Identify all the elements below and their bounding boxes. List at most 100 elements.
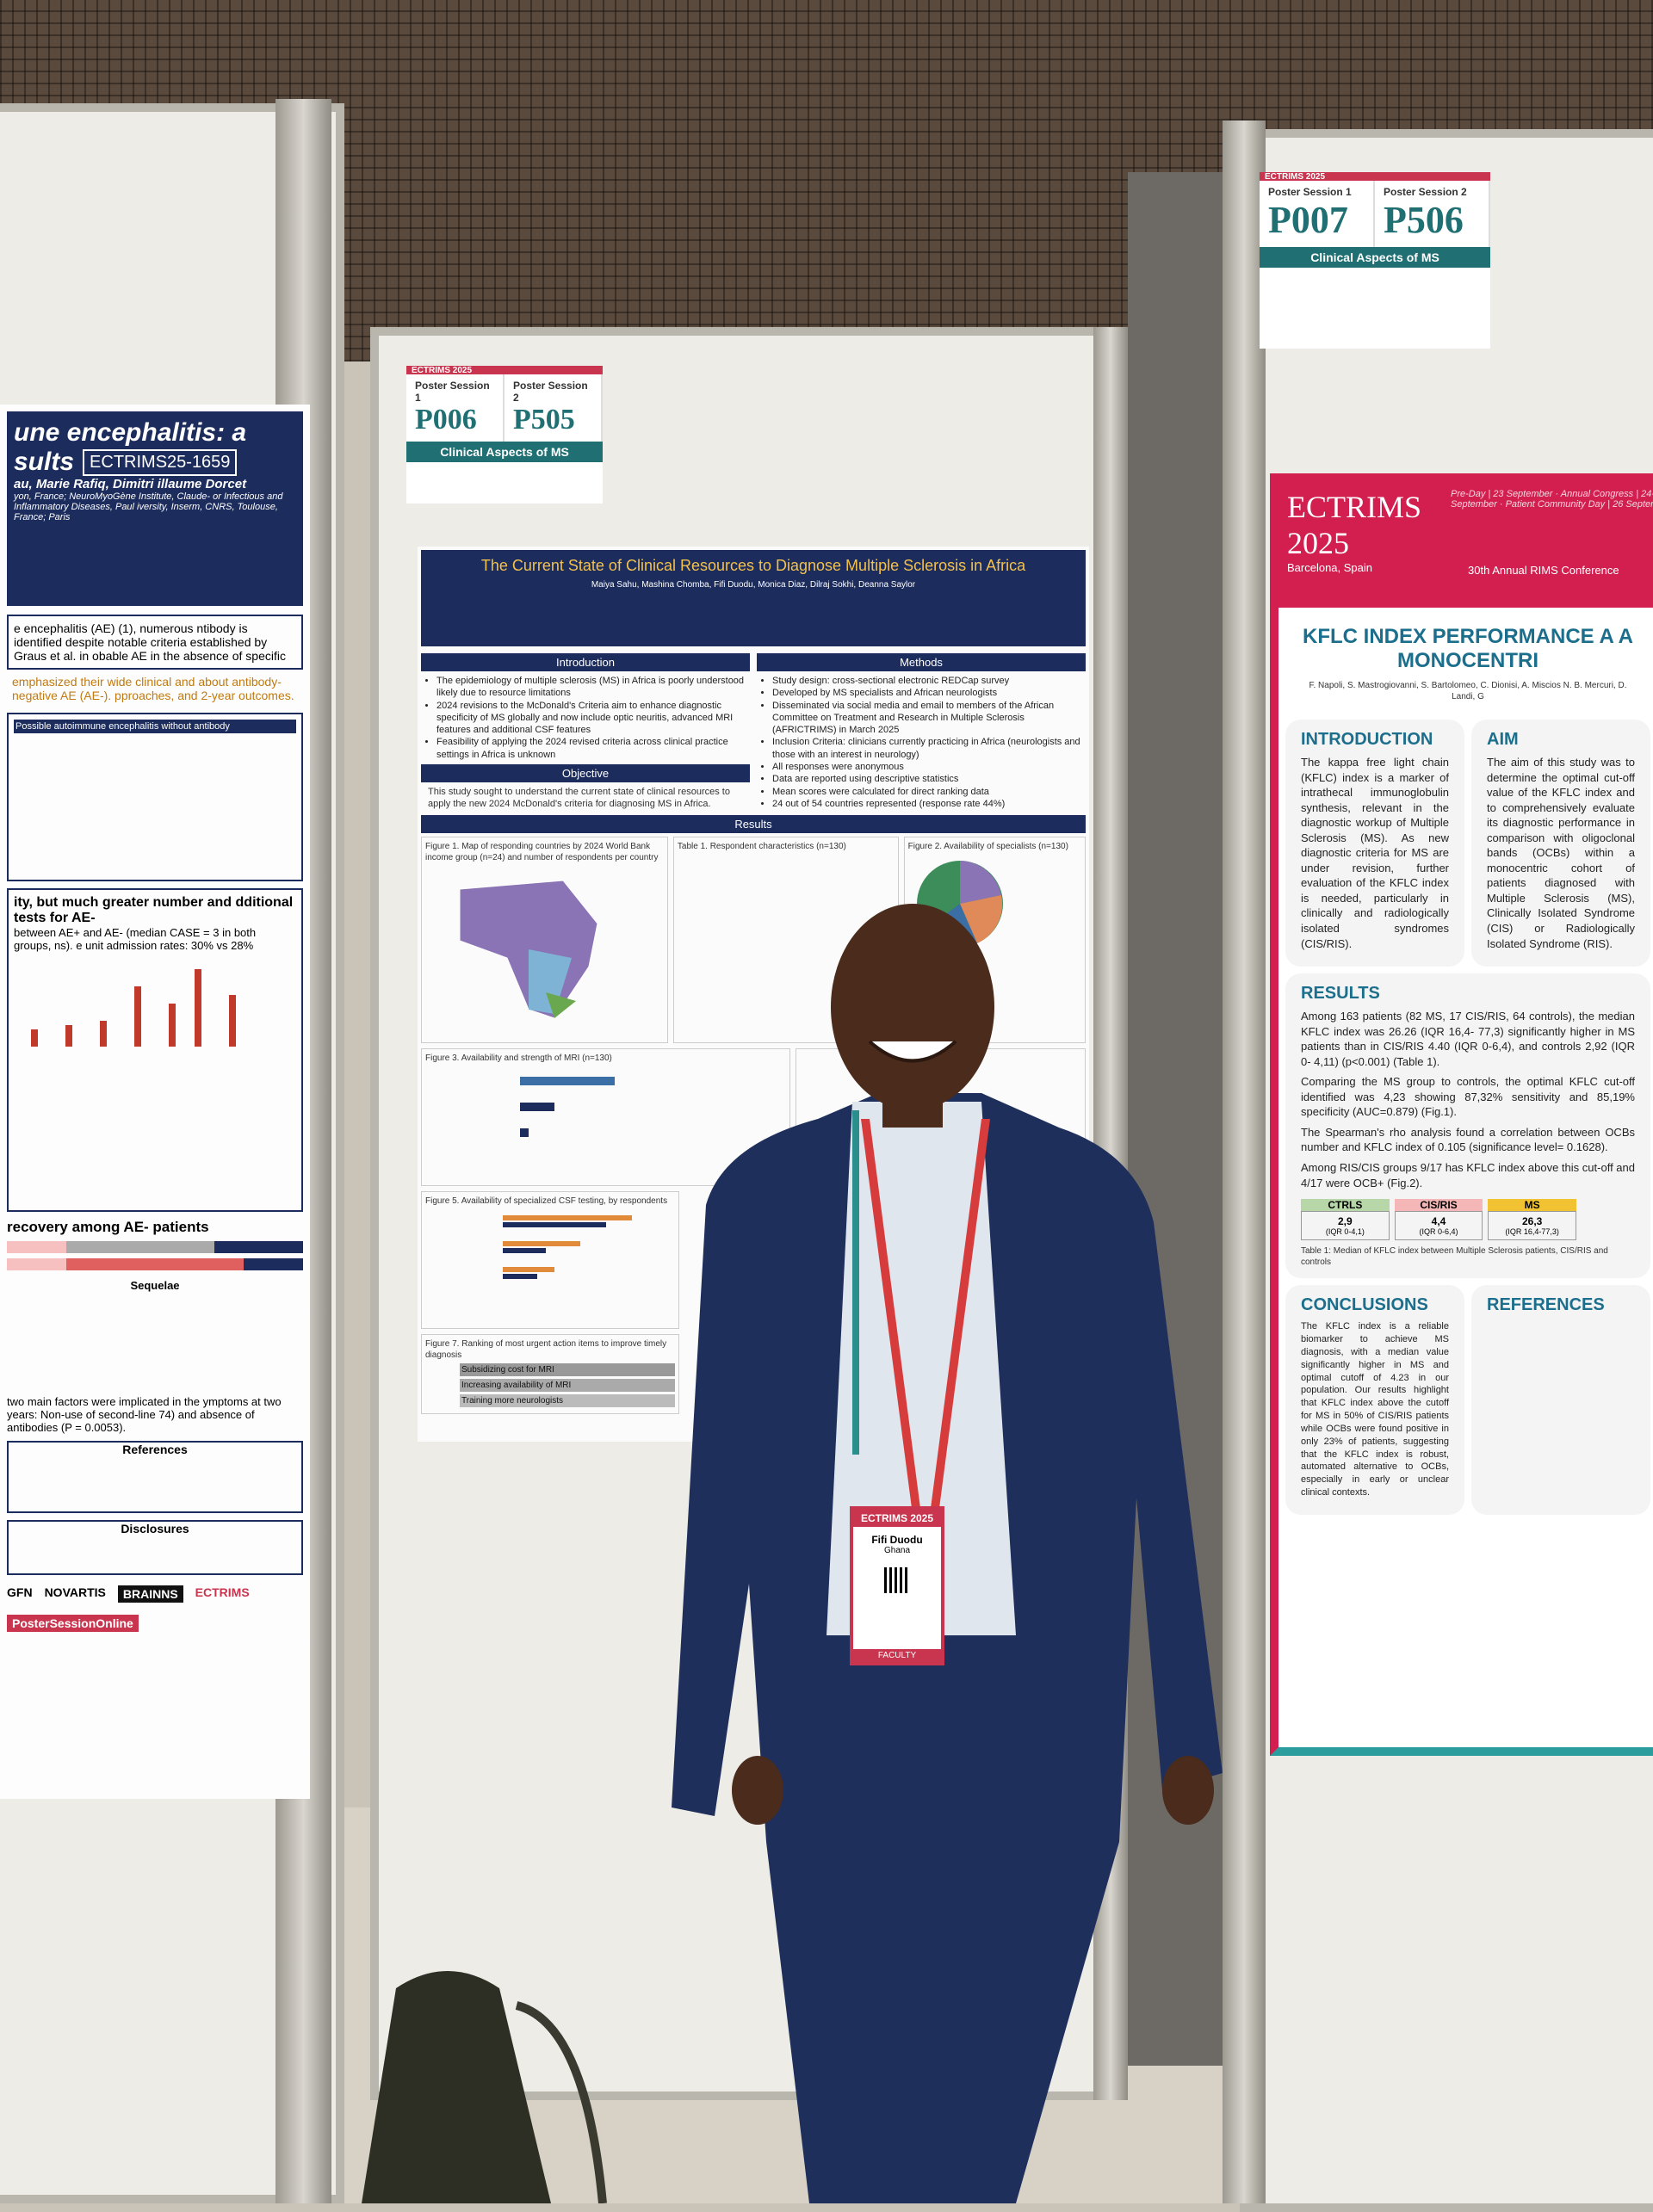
section-heading: REFERENCES <box>1487 1295 1605 1315</box>
bullet: The epidemiology of multiple sclerosis (… <box>436 675 750 700</box>
section-heading: Objective <box>421 764 750 783</box>
right-signage: ECTRIMS 2025 Poster Session 1 P007 Poster… <box>1260 172 1490 349</box>
section-heading: Introduction <box>421 653 750 671</box>
box-heading: Possible autoimmune encephalitis without… <box>14 720 296 733</box>
bar-graphic <box>31 969 236 1047</box>
bullet: Feasibility of applying the 2024 revised… <box>436 736 750 761</box>
table-cell: 4,4 <box>1431 1215 1446 1228</box>
section-text: The KFLC index is a reliable biomarker t… <box>1301 1321 1449 1498</box>
sponsor: ECTRIMS <box>195 1585 250 1599</box>
poster-title: une encephalitis: a <box>14 418 247 447</box>
table-cell: 26,3 <box>1522 1215 1543 1228</box>
badge-country: Ghana <box>883 1546 911 1555</box>
result-text: between AE+ and AE- (median CASE = 3 in … <box>14 926 257 952</box>
table-caption: Table 1: Median of KFLC index between Mu… <box>1301 1246 1608 1268</box>
table-cell: (IQR 0-4,1) <box>1325 1227 1365 1237</box>
section-heading: Methods <box>757 653 1086 671</box>
sequelae-label: Sequelae <box>130 1279 180 1292</box>
table-cell: 2,9 <box>1337 1215 1353 1228</box>
results-table: CTRLS 2,9 (IQR 0-4,1) CIS/RIS 4,4 (IQR 0-6,4… <box>1301 1199 1577 1241</box>
brand: ECTRIMS 2025 <box>1287 490 1422 560</box>
location: Barcelona, Spain <box>1287 561 1373 574</box>
sponsor: BRAINNS <box>117 1585 183 1603</box>
result-text: Among RIS/CIS groups 9/17 has KFLC index… <box>1301 1161 1635 1189</box>
objective-text: This study sought to understand the curr… <box>428 787 730 810</box>
table-caption: Table 1. Respondent characteristics (n=1… <box>677 842 846 852</box>
table-cell: (IQR 16,4-77,3) <box>1505 1227 1559 1237</box>
sponsor: PosterSessionOnline <box>7 1615 139 1632</box>
disclosures-heading: Disclosures <box>7 1520 303 1575</box>
result-heading: ity, but much greater number and ddition… <box>14 895 294 925</box>
poster-subtitle: sults <box>14 448 75 476</box>
bag <box>362 1971 607 2203</box>
poster-title: KFLC INDEX PERFORMANCE A A MONOCENTRI <box>1303 625 1633 672</box>
authors: F. Napoli, S. Mastrogiovanni, S. Bartolo… <box>1309 681 1627 701</box>
poster-code: P006 <box>415 404 477 436</box>
bar-graphic <box>520 1077 615 1138</box>
session-label: Poster Session 2 <box>1384 186 1467 198</box>
figure-caption: Figure 3. Availability and strength of M… <box>425 1053 612 1064</box>
abstract-code: ECTRIMS25-1659 <box>83 448 238 476</box>
table-cell: (IQR 0-6,4) <box>1419 1227 1458 1237</box>
section-heading: AIM <box>1487 730 1519 749</box>
section-heading: Results <box>421 815 1086 834</box>
brand: ECTRIMS 2025 <box>412 366 473 375</box>
action-item: Subsidizing cost for MRI <box>460 1363 675 1377</box>
bullet: Disseminated via social media and email … <box>772 700 1086 737</box>
conclusion-text: two main factors were implicated in the … <box>7 1395 282 1434</box>
session-label: Poster Session 2 <box>513 380 588 404</box>
dates: Pre-Day | 23 September · Annual Congress… <box>1451 489 1653 510</box>
brand: ECTRIMS 2025 <box>1265 172 1326 182</box>
table-header: CTRLS <box>1301 1199 1390 1212</box>
left-poster: une encephalitis: a sults ECTRIMS25-1659… <box>0 405 310 1799</box>
pie-graphic <box>916 861 1003 948</box>
person <box>672 904 1223 2203</box>
figure-caption: Figure 5. Availability of specialized CS… <box>425 1196 668 1207</box>
affiliations: yon, France; NeuroMyoGène Institute, Cla… <box>14 491 283 522</box>
result-text: Comparing the MS group to controls, the … <box>1301 1075 1635 1119</box>
bullet: Developed by MS specialists and African … <box>772 687 1086 699</box>
poster-code: P505 <box>513 404 575 436</box>
section-heading: CONCLUSIONS <box>1301 1295 1428 1315</box>
bullet: Data are reported using descriptive stat… <box>772 773 1086 785</box>
bullet: 2024 revisions to the McDonald's Criteri… <box>436 700 750 737</box>
recovery-heading: recovery among AE- patients <box>7 1219 209 1235</box>
bar-graphic <box>503 1215 632 1280</box>
right-pole <box>1223 120 1266 2203</box>
session-label: Poster Session 1 <box>415 380 490 404</box>
result-text: The Spearman's rho analysis found a corr… <box>1301 1125 1635 1154</box>
figure-caption: Figure 7. Ranking of most urgent action … <box>425 1339 667 1361</box>
figure-caption: Figure 2. Availability of specialists (n… <box>907 842 1068 852</box>
authors: au, Marie Rafiq, Dimitri illaume Dorcet <box>14 477 247 491</box>
sponsor: NOVARTIS <box>44 1585 106 1599</box>
badge-role: FACULTY <box>853 1649 941 1662</box>
action-item: Training more neurologists <box>460 1394 675 1408</box>
section-text: The aim of this study was to determine t… <box>1487 756 1635 950</box>
section-heading: RESULTS <box>1301 984 1380 1004</box>
lanyard <box>861 1119 990 1515</box>
authors: Maiya Sahu, Mashina Chomba, Fifi Duodu, … <box>591 580 916 590</box>
intro-text: e encephalitis (AE) (1), numerous ntibod… <box>7 615 303 670</box>
suit <box>672 1093 1223 2203</box>
badge-brand: ECTRIMS 2025 <box>853 1510 941 1527</box>
table-header: CIS/RIS <box>1394 1199 1483 1212</box>
center-signage: ECTRIMS 2025 Poster Session 1 P006 Poster… <box>406 366 603 504</box>
result-text: Among 163 patients (82 MS, 17 CIS/RIS, 6… <box>1301 1010 1635 1068</box>
session-label: Poster Session 1 <box>1268 186 1352 198</box>
figure-caption: Figure 1. Map of responding countries by… <box>425 842 659 863</box>
poster-code: P007 <box>1268 199 1348 241</box>
topic: Clinical Aspects of MS <box>1260 247 1490 268</box>
map-graphic <box>459 880 598 1019</box>
references-heading: References <box>7 1441 303 1513</box>
section-heading: INTRODUCTION <box>1301 730 1433 749</box>
section-text: The kappa free light chain (KFLC) index … <box>1301 756 1449 950</box>
bullet: Mean scores were calculated for direct r… <box>772 786 1086 798</box>
badge-name: Fifi Duodu <box>871 1534 923 1546</box>
poster-code: P506 <box>1384 199 1464 241</box>
bullet: 24 out of 54 countries represented (resp… <box>772 798 1086 810</box>
head <box>831 904 994 1110</box>
badge: ECTRIMS 2025 Fifi Duodu Ghana FACULTY <box>850 1506 944 1665</box>
bullet: Inclusion Criteria: clinicians currently… <box>772 736 1086 761</box>
action-item: Increasing availability of MRI <box>460 1379 675 1393</box>
